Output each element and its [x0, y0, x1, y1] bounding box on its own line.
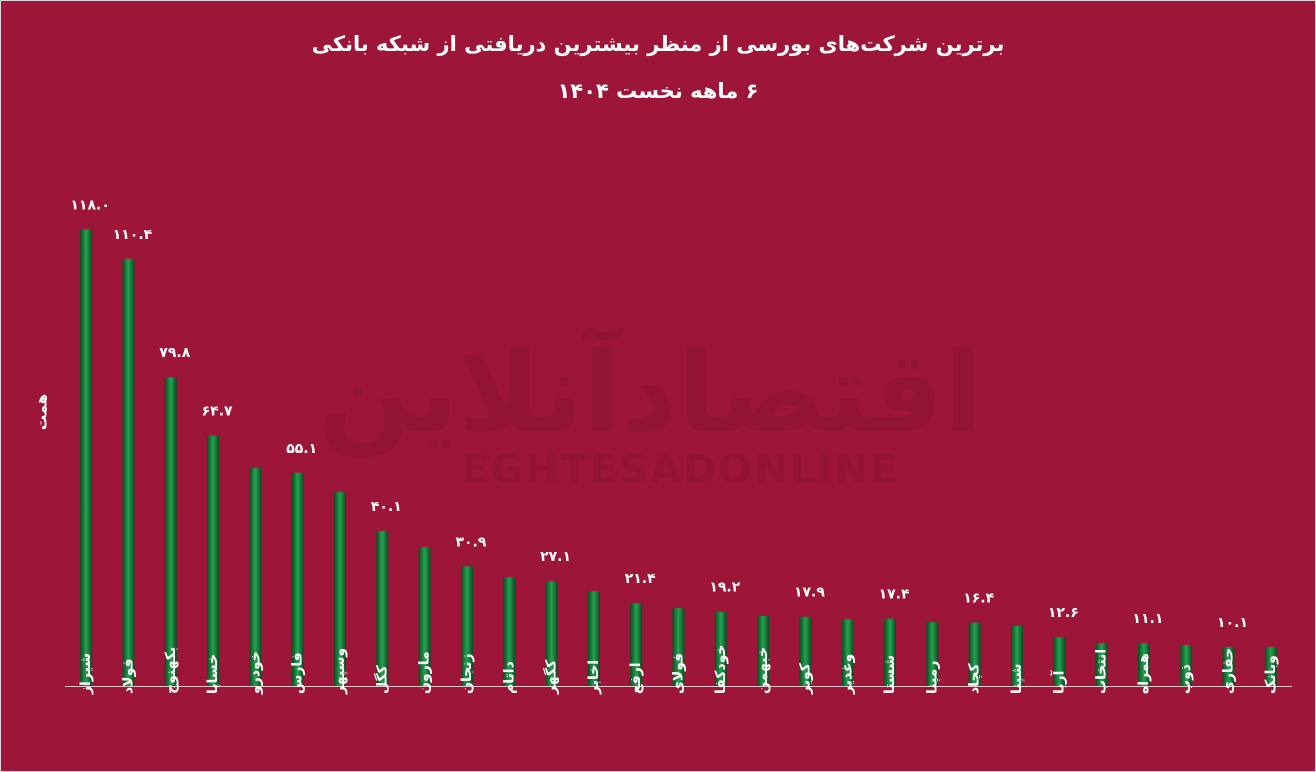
- x-tick-label: فولای: [671, 653, 687, 694]
- value-label: ۵۵.۱: [286, 441, 317, 457]
- x-tick-label: انتخاب: [1094, 649, 1110, 694]
- bar: [714, 611, 727, 686]
- value-label: ۴۰.۱: [371, 499, 402, 515]
- bar: [926, 622, 939, 686]
- x-tick-label: کچاد: [967, 662, 983, 694]
- bar: [80, 229, 93, 686]
- bar: [545, 581, 558, 686]
- bar: [460, 566, 473, 686]
- x-tick-label: ذوب: [1178, 664, 1194, 694]
- x-tick-label: بکهنوج: [163, 647, 179, 694]
- bar: [587, 591, 600, 686]
- x-tick-label: مارون: [417, 651, 433, 694]
- bar: [503, 577, 516, 686]
- value-label: ۱۱۰.۴: [113, 227, 153, 243]
- x-tick-label: وغدیر: [840, 654, 856, 695]
- bar: [968, 622, 981, 686]
- value-label: ۷۹.۸: [159, 345, 190, 361]
- x-tick-label: کگهر: [543, 659, 560, 695]
- value-label: ۱۷.۹: [794, 585, 825, 601]
- x-tick-label: فولاد: [120, 658, 136, 694]
- x-tick-label: حفاری: [1221, 648, 1237, 694]
- bar: [164, 377, 177, 686]
- bar: [1137, 643, 1150, 686]
- x-tick-label: رمپنا: [924, 661, 940, 694]
- x-tick-label: شیراز: [78, 653, 94, 695]
- value-label: ۱۰.۱: [1217, 615, 1248, 631]
- bar: [1222, 646, 1235, 686]
- value-label: ۱۱.۱: [1132, 611, 1163, 627]
- x-tick-label: وسپهر: [332, 648, 348, 695]
- x-tick-label: وبانک: [1263, 655, 1279, 694]
- bar: [1010, 626, 1023, 686]
- x-tick-label: اخابر: [586, 660, 602, 695]
- bar: [122, 258, 135, 686]
- x-tick-label: ارفع: [628, 662, 644, 694]
- value-label: ۱۶.۴: [963, 591, 994, 607]
- x-tick-label: شستا: [882, 655, 898, 694]
- bar: [799, 616, 812, 686]
- x-tick-label: فارس: [290, 652, 306, 694]
- value-label: ۱۹.۲: [709, 580, 740, 596]
- chart-subtitle: ۶ ماهه نخست ۱۴۰۴: [558, 79, 759, 103]
- bar: [630, 603, 643, 686]
- watermark-latin: EGHTESADONLINE: [461, 447, 899, 493]
- bar: [672, 608, 685, 686]
- x-tick-label: خساپا: [205, 654, 221, 694]
- x-tick-label: خودرو: [247, 651, 263, 695]
- value-label: ۲۱.۴: [625, 571, 656, 587]
- y-axis-label: همت: [33, 394, 51, 430]
- x-tick-label: خبهمن: [755, 647, 771, 694]
- x-tick-label: خودکفا: [713, 644, 729, 694]
- bar: [884, 618, 897, 686]
- value-label: ۳۰.۹: [455, 534, 486, 550]
- watermark: اقتصادآنلاین: [318, 324, 982, 457]
- bar: [1180, 644, 1193, 686]
- bar: [207, 435, 220, 686]
- bar: [334, 492, 347, 686]
- bar: [376, 530, 389, 686]
- value-label: ۱۱۸.۰: [70, 197, 110, 213]
- value-label: ۶۴.۷: [202, 404, 233, 420]
- bar: [418, 547, 431, 686]
- x-tick-label: شپنا: [1009, 664, 1025, 694]
- bar: [1053, 637, 1066, 686]
- bar: [249, 468, 262, 686]
- x-tick-label: آریا: [1049, 669, 1067, 694]
- bar: [1264, 646, 1277, 686]
- x-tick-label: زنجان: [459, 653, 475, 694]
- x-tick-label: کویر: [797, 662, 813, 695]
- x-tick-label: همراه: [1136, 653, 1152, 694]
- x-tick-label: داتام: [501, 661, 517, 694]
- bar: [291, 472, 304, 686]
- bar: [1095, 643, 1108, 686]
- chart-title: برترین شرکت‌های بورسی از منظر بیشترین در…: [312, 32, 1005, 56]
- value-label: ۲۷.۱: [540, 549, 571, 565]
- x-tick-label: کگل: [373, 664, 390, 694]
- value-label: ۱۷.۴: [879, 587, 910, 603]
- bar: [841, 619, 854, 686]
- bar: [757, 615, 770, 686]
- value-label: ۱۲.۶: [1048, 605, 1079, 621]
